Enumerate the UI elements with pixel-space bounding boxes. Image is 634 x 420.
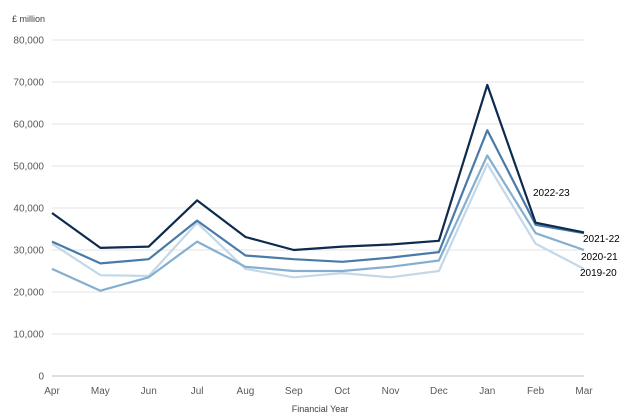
series-line-2020-21 (51, 154, 585, 292)
x-tick-label: Jun (141, 386, 157, 397)
y-tick-labels: 0 10,000 20,000 30,000 40,000 50,000 60,000 70,… (13, 36, 44, 383)
series-line-2021-22 (51, 129, 585, 265)
series-label-2022-23: 2022-23 (533, 188, 570, 199)
x-tick-label: May (91, 386, 110, 397)
y-tick-label: 30,000 (13, 246, 44, 257)
x-tick-label: Dec (430, 386, 448, 397)
y-tick-label: 60,000 (13, 120, 44, 131)
y-tick-label: 50,000 (13, 162, 44, 173)
x-tick-label: Apr (44, 386, 60, 397)
y-tick-label: 70,000 (13, 78, 44, 89)
series-line-2022-23 (51, 83, 585, 252)
x-tick-label: Mar (575, 386, 593, 397)
y-tick-label: 10,000 (13, 330, 44, 341)
x-axis-title: Financial Year (292, 404, 349, 414)
series-label-2020-21: 2020-21 (581, 252, 618, 263)
x-tick-label: Sep (285, 386, 303, 397)
x-tick-labels: Apr May Jun Jul Aug Sep Oct Nov Dec Jan Feb Mar (44, 386, 593, 397)
y-tick-label: 0 (38, 372, 44, 383)
x-tick-label: Oct (334, 386, 350, 397)
x-tick-label: Feb (527, 386, 545, 397)
series-lines (51, 83, 585, 292)
y-tick-label: 20,000 (13, 288, 44, 299)
x-tick-label: Aug (237, 386, 255, 397)
x-tick-label: Jul (191, 386, 204, 397)
series-line-2019-20 (51, 162, 585, 279)
x-tick-label: Nov (382, 386, 400, 397)
y-tick-label: 40,000 (13, 204, 44, 215)
series-label-2019-20: 2019-20 (580, 268, 617, 279)
y-tick-label: 80,000 (13, 36, 44, 47)
y-axis-unit-label: £ million (12, 14, 45, 24)
gridlines (52, 39, 584, 377)
series-labels: 2019-20 2020-21 2021-22 2022-23 (533, 188, 620, 279)
series-label-2021-22: 2021-22 (583, 234, 620, 245)
x-tick-label: Jan (479, 386, 495, 397)
